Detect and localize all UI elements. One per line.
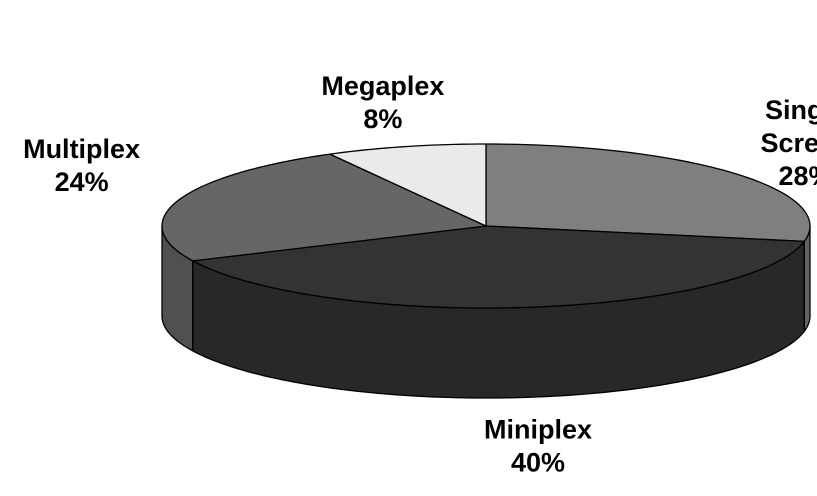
- slice-name-label-miniplex: Miniplex: [484, 415, 592, 445]
- slice-name-label-multiplex: Multiplex: [23, 134, 140, 164]
- slice-value-label-miniplex: 40%: [511, 448, 565, 478]
- slice-side-single-screen: [803, 225, 811, 333]
- slice-name-label-megaplex: Megaplex: [321, 71, 444, 101]
- slice-name-label-single-screen: Screen: [760, 128, 817, 158]
- pie-slices: [161, 143, 811, 309]
- pie-sides: [161, 225, 811, 399]
- slice-megaplex: [329, 143, 487, 227]
- slice-value-label-megaplex: 8%: [363, 104, 402, 134]
- slice-single-screen: [485, 143, 811, 243]
- slice-miniplex: [192, 225, 805, 309]
- slice-value-label-single-screen: 28%: [778, 161, 817, 191]
- slice-multiplex: [161, 153, 487, 262]
- slice-name-label-single-screen: Single: [765, 95, 817, 125]
- slice-value-label-multiplex: 24%: [55, 167, 109, 197]
